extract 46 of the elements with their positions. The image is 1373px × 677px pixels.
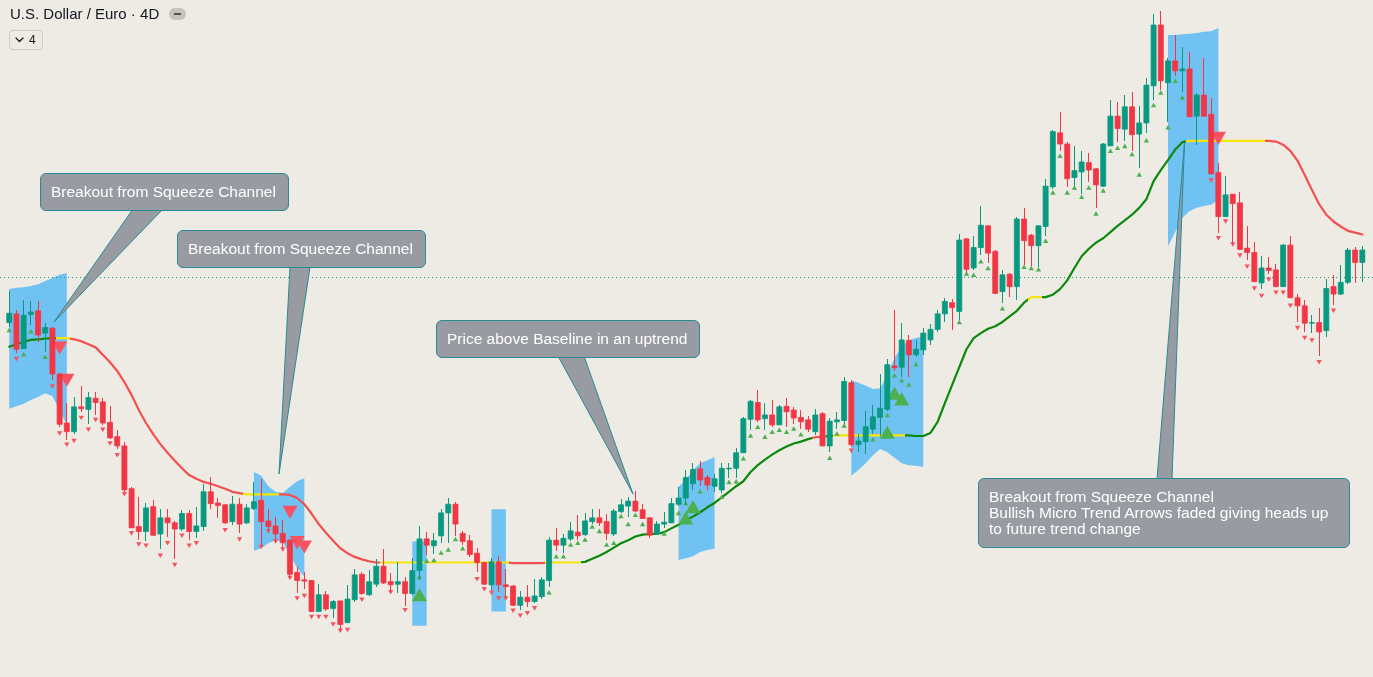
candlestick xyxy=(1114,101,1121,143)
candlestick xyxy=(488,557,495,591)
candlestick xyxy=(423,531,430,556)
candlestick xyxy=(1330,274,1337,306)
candlestick xyxy=(963,237,970,274)
candlestick xyxy=(1121,94,1128,142)
point xyxy=(879,425,895,439)
candlestick xyxy=(754,389,761,423)
callout-box: Breakout from Squeeze Channel xyxy=(40,173,289,211)
candlestick xyxy=(999,269,1006,304)
candlestick xyxy=(574,514,581,541)
annotation: Breakout from Squeeze Channel xyxy=(51,183,276,200)
candlestick xyxy=(1193,92,1200,146)
candlestick xyxy=(1186,51,1193,118)
candlestick xyxy=(891,309,898,372)
candlestick xyxy=(42,322,49,353)
callout-box: Price above Baseline in an uptrend xyxy=(436,320,701,358)
point xyxy=(685,500,701,514)
candlestick xyxy=(1258,255,1265,290)
point xyxy=(411,588,428,602)
annotation: Price above Baseline in an uptrend xyxy=(447,330,688,347)
point xyxy=(894,392,910,406)
candlestick xyxy=(1172,34,1179,77)
annotation: Breakout from Squeeze Channel Bullish Micro Trend Arrows faded giving heads up to future trend change xyxy=(989,488,1329,537)
chart-title: U.S. Dollar / Euro · 4D xyxy=(10,5,160,23)
candlestick xyxy=(236,497,243,534)
candlestick xyxy=(819,411,826,447)
dropdown-button: 4 xyxy=(9,30,43,50)
candlestick xyxy=(78,385,85,413)
candlestick xyxy=(1179,46,1186,93)
candlestick xyxy=(1309,314,1315,334)
candlestick xyxy=(13,309,20,354)
candlestick xyxy=(776,404,783,426)
point xyxy=(678,511,694,525)
candlestick xyxy=(1222,175,1229,218)
candlestick xyxy=(229,495,236,526)
callout-box: Breakout from Squeeze Channel xyxy=(177,230,426,268)
candlestick xyxy=(157,508,164,550)
candlestick xyxy=(452,501,459,537)
point xyxy=(282,505,298,519)
callout-box: Breakout from Squeeze Channel Bullish Micro Trend Arrows faded giving heads up to future trend change xyxy=(978,478,1350,548)
candlestick xyxy=(553,527,560,552)
annotation: Breakout from Squeeze Channel xyxy=(188,240,413,257)
candlestick xyxy=(85,391,92,425)
candlestick xyxy=(524,584,531,608)
candlestick xyxy=(898,322,905,377)
